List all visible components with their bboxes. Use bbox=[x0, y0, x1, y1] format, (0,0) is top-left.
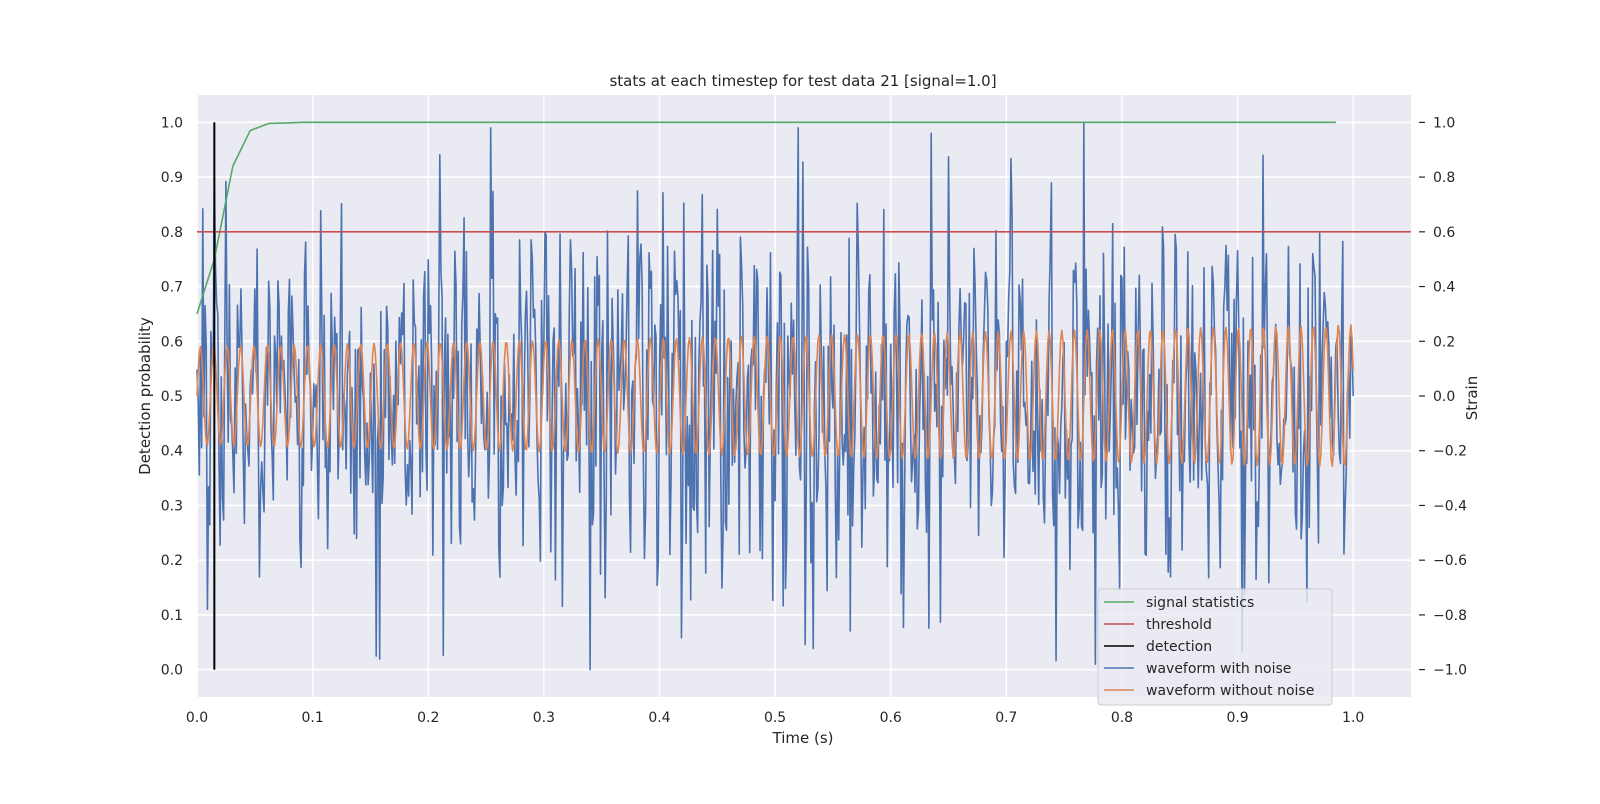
x-tick-label: 1.0 bbox=[1342, 710, 1364, 726]
x-tick-label: 0.7 bbox=[995, 710, 1017, 726]
y2-tick-label: 0.6 bbox=[1433, 225, 1455, 241]
legend: signal statistics threshold detection wa… bbox=[1097, 588, 1333, 706]
x-axis-label: Time (s) bbox=[772, 729, 834, 747]
x-tick-label: 0.2 bbox=[417, 710, 439, 726]
y-tick-label: 0.7 bbox=[161, 280, 183, 296]
y2-tick-label: 1.0 bbox=[1433, 115, 1455, 131]
legend-label-waveform-with-noise: waveform with noise bbox=[1146, 661, 1291, 677]
x-tick-label: 0.4 bbox=[648, 710, 670, 726]
series-line-signal-statistics bbox=[196, 121, 1336, 315]
series-line-waveform-without-noise bbox=[196, 324, 1354, 468]
tick-labels: 0.0 0.1 0.2 0.3 0.4 0.5 0.6 0.7 0.8 0.9 1.0 0.0 0.1 0… bbox=[161, 115, 1467, 726]
x-tick-label: 0.9 bbox=[1226, 710, 1248, 726]
legend-label-waveform-without-noise: waveform without noise bbox=[1146, 683, 1314, 699]
y-tick-label: 0.1 bbox=[161, 608, 183, 624]
y-tick-label: 0.4 bbox=[161, 444, 183, 460]
y-tick-label: 0.5 bbox=[161, 389, 183, 405]
y-tick-label: 0.6 bbox=[161, 334, 183, 350]
y2-tick-label: −0.6 bbox=[1433, 553, 1467, 569]
y-axis-label: Detection probability bbox=[136, 317, 154, 475]
y2-tick-label: −0.4 bbox=[1433, 498, 1467, 514]
y-tick-label: 1.0 bbox=[161, 115, 183, 131]
legend-label-signal-statistics: signal statistics bbox=[1146, 595, 1254, 611]
chart-title: stats at each timestep for test data 21 … bbox=[609, 72, 996, 90]
y-tick-label: 0.9 bbox=[161, 170, 183, 186]
x-tick-label: 0.5 bbox=[764, 710, 786, 726]
y2-tick-label: 0.0 bbox=[1433, 389, 1455, 405]
y-tick-label: 0.2 bbox=[161, 553, 183, 569]
x-tick-label: 0.3 bbox=[533, 710, 555, 726]
series-line-waveform-with-noise bbox=[196, 121, 1354, 671]
legend-box bbox=[1097, 588, 1333, 706]
x-tick-label: 0.0 bbox=[186, 710, 208, 726]
x-tick-label: 0.6 bbox=[880, 710, 902, 726]
y2-tick-label: −0.2 bbox=[1433, 444, 1467, 460]
y2-tick-label: 0.4 bbox=[1433, 280, 1455, 296]
y2-axis-label: Strain bbox=[1463, 376, 1481, 420]
legend-label-threshold: threshold bbox=[1146, 617, 1212, 633]
series-layer bbox=[196, 121, 1411, 671]
y-tick-label: 0.0 bbox=[161, 663, 183, 679]
y2-tick-label: −0.8 bbox=[1433, 608, 1467, 624]
y2-tick-label: 0.2 bbox=[1433, 334, 1455, 350]
y-tick-label: 0.8 bbox=[161, 225, 183, 241]
y2-tick-label: −1.0 bbox=[1433, 663, 1467, 679]
x-tick-label: 0.1 bbox=[301, 710, 323, 726]
x-tick-label: 0.8 bbox=[1111, 710, 1133, 726]
y-tick-label: 0.3 bbox=[161, 498, 183, 514]
legend-label-detection: detection bbox=[1146, 639, 1212, 655]
y2-tick-label: 0.8 bbox=[1433, 170, 1455, 186]
